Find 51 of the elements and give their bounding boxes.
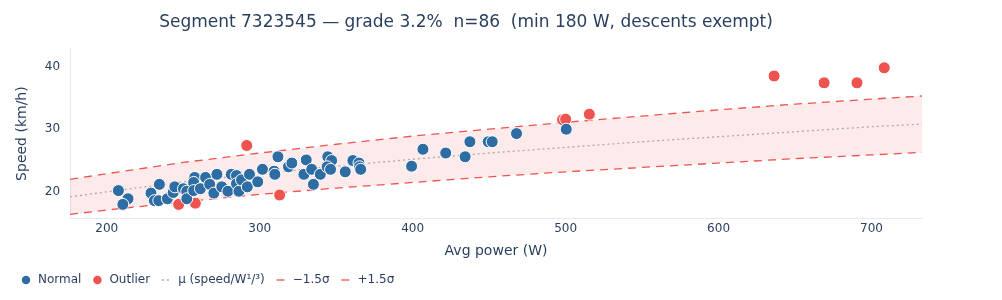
point xyxy=(817,76,831,90)
legend-label: −1.5σ xyxy=(292,272,330,287)
point xyxy=(306,177,320,191)
point xyxy=(485,135,499,149)
point xyxy=(240,180,254,194)
point xyxy=(458,150,472,164)
legend-label: Normal xyxy=(38,272,82,287)
x-tick-label: 400 xyxy=(401,221,425,236)
y-tick-label: 20 xyxy=(44,183,61,198)
point xyxy=(338,165,352,179)
x-axis-title: Avg power (W) xyxy=(444,242,548,259)
line-series xyxy=(70,123,922,198)
point xyxy=(559,122,573,136)
point xyxy=(299,153,313,167)
x-tick-label: 700 xyxy=(860,221,883,236)
legend-label: Outlier xyxy=(109,272,151,287)
point xyxy=(210,167,224,181)
point xyxy=(193,182,207,196)
legend-label: +1.5σ xyxy=(357,272,395,287)
line-series xyxy=(70,95,922,180)
legend-label: μ (speed/W¹/³) xyxy=(178,272,265,287)
point xyxy=(463,135,477,149)
point xyxy=(180,192,194,206)
y-tick-label: 30 xyxy=(44,121,61,136)
point xyxy=(152,177,166,191)
point xyxy=(116,197,130,211)
point xyxy=(271,150,285,164)
point xyxy=(251,175,265,189)
point xyxy=(221,184,235,198)
point xyxy=(111,184,125,198)
point xyxy=(273,188,287,202)
point xyxy=(439,146,453,160)
point xyxy=(767,69,781,83)
point xyxy=(850,76,864,90)
point xyxy=(416,142,430,156)
chart-title: Segment 7323545 — grade 3.2% n=86 (min 180 W, descents exempt) xyxy=(159,10,773,31)
y-axis-title: Speed (km/h) xyxy=(13,86,30,181)
point xyxy=(324,162,338,176)
x-tick-label: 200 xyxy=(95,221,119,236)
point xyxy=(285,156,299,170)
x-tick-label: 300 xyxy=(248,221,272,236)
x-tick-label: 500 xyxy=(554,221,578,236)
x-tick-label: 600 xyxy=(707,221,731,236)
y-tick-label: 40 xyxy=(44,58,61,73)
point xyxy=(240,139,254,152)
point xyxy=(255,162,269,176)
point xyxy=(877,61,891,75)
point xyxy=(582,107,596,121)
point xyxy=(510,127,524,141)
point xyxy=(405,159,419,173)
point xyxy=(242,167,256,181)
